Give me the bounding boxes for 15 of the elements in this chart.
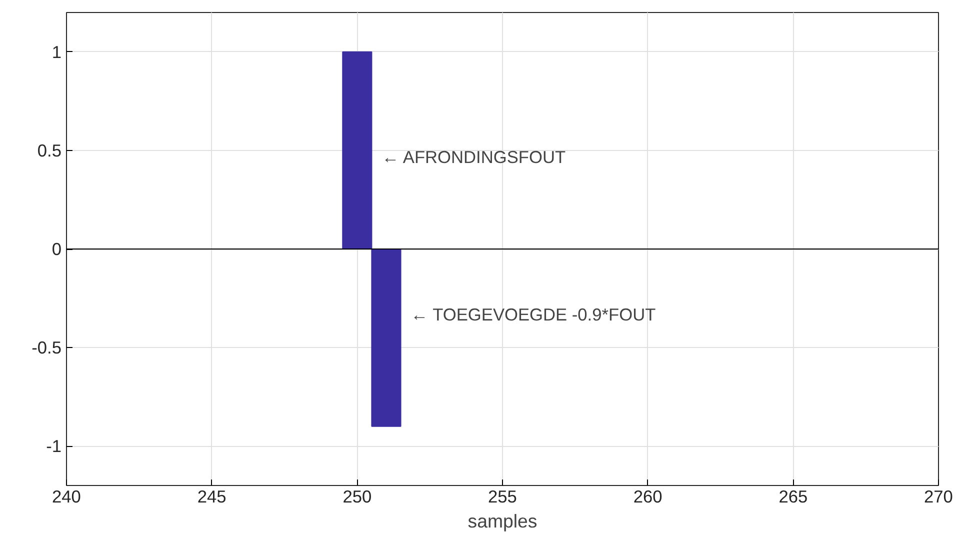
x-tick-label: 250 xyxy=(342,486,372,506)
y-tick-label: 0 xyxy=(52,239,62,259)
y-tick-label: 0.5 xyxy=(37,140,62,160)
y-tick-label: -0.5 xyxy=(32,338,62,358)
x-tick-label: 245 xyxy=(197,486,226,506)
x-tick-label: 270 xyxy=(924,486,953,506)
x-tick-label: 260 xyxy=(633,486,662,506)
x-tick-label: 240 xyxy=(52,486,81,506)
annotation: ← AFRONDINGSFOUT xyxy=(382,146,566,167)
y-tick-label: 1 xyxy=(52,42,62,62)
x-tick-label: 265 xyxy=(778,486,808,506)
annotation: ← TOEGEVOEGDE -0.9*FOUT xyxy=(410,304,656,324)
x-axis-title: samples xyxy=(468,510,538,532)
x-tick-label: 255 xyxy=(488,486,517,506)
y-tick-label: -1 xyxy=(46,436,62,456)
